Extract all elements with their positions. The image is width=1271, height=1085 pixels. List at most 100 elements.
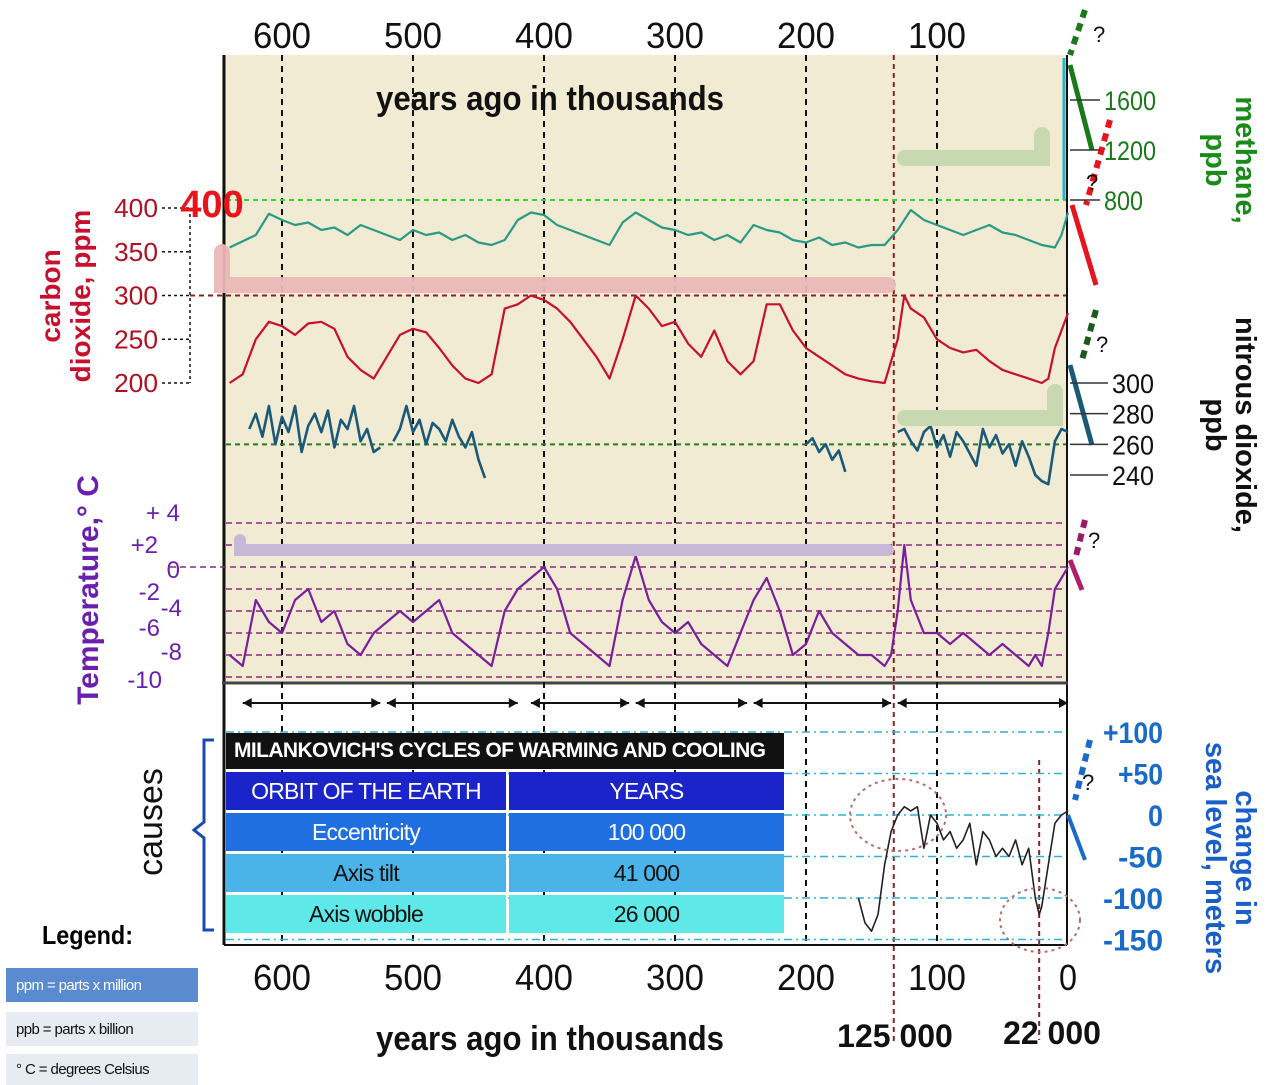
temperature-tick-label: -6 — [139, 615, 160, 642]
sea-level-series-line — [857, 805, 1069, 933]
cycle-arrowhead-end-4 — [882, 698, 892, 708]
nitrous-series-line-3 — [897, 424, 1069, 486]
methane-axis-label-line2: ppb — [1199, 133, 1231, 186]
methane-recent-rise — [1067, 64, 1095, 151]
top-x-tick-label: 200 — [777, 15, 835, 56]
bottom-x-tick-label: 400 — [515, 957, 573, 998]
top-x-tick-label: 300 — [646, 15, 704, 56]
sea-level-tick-label: 0 — [1148, 800, 1163, 833]
co2-tick-label: 250 — [114, 324, 158, 354]
bottom-x-tick-labels: 600 500 400 300 200 100 0 — [253, 957, 1077, 998]
temperature-tick-label: +2 — [131, 532, 158, 559]
row-years-axis-tilt: 41 000 — [509, 854, 784, 892]
sea-level-tick-label: +100 — [1103, 717, 1163, 750]
temperature-range-arrow — [234, 534, 894, 556]
header-orbit: ORBIT OF THE EARTH — [226, 772, 506, 810]
co2-axis-label-line2: dioxide, ppm — [65, 210, 96, 383]
question-mark-4: ? — [1082, 770, 1094, 795]
sea-level-recent-rise — [1066, 814, 1087, 861]
temperature-axis-label: Temperature,° C — [72, 475, 105, 705]
marker-label-125000: 125 000 — [837, 1018, 953, 1054]
milankovitch-header-row: ORBIT OF THE EARTH YEARS — [226, 772, 784, 810]
co2-tick-label: 300 — [114, 281, 158, 311]
row-name-eccentricity: Eccentricity — [226, 813, 506, 851]
dotted-continuation-2 — [1079, 309, 1099, 361]
co2-range-arrow — [214, 244, 896, 293]
causes-bracket — [191, 738, 214, 932]
temperature-tick-label: -4 — [161, 595, 182, 622]
methane-range-arrow — [897, 127, 1050, 166]
temperature-series-line — [228, 543, 1069, 668]
temperature-tick-label: -10 — [127, 667, 162, 694]
bottom-x-tick-label: 200 — [777, 957, 835, 998]
table-row: Axis wobble 26 000 — [226, 895, 784, 933]
top-x-tick-label: 500 — [384, 15, 442, 56]
co2-series-line — [228, 294, 1070, 385]
sea-level-tick-label: +50 — [1118, 759, 1163, 792]
sea-level-tick-label: -100 — [1103, 883, 1163, 916]
dotted-continuation-0 — [1067, 9, 1088, 56]
co2-400-annotation: 400 — [180, 184, 243, 226]
co2-tick-label: 200 — [114, 368, 158, 398]
cycle-arrowhead-end-1 — [508, 698, 518, 708]
sea-level-tick-label: -50 — [1118, 842, 1163, 875]
methane-tick-label: 1600 — [1104, 86, 1156, 116]
sea-level-tick-label: -150 — [1103, 925, 1163, 958]
nitrous-axis-label-line1: nitrous dioxide, — [1229, 317, 1261, 533]
nitrous-recent-rise — [1067, 364, 1095, 446]
temperature-tick-label: 0 — [167, 557, 180, 584]
nitrous-tick-label: 240 — [1112, 461, 1154, 491]
marker-label-22000: 22 000 — [1003, 1015, 1101, 1051]
milankovitch-title: MILANKOVICH'S CYCLES OF WARMING AND COOL… — [226, 733, 784, 769]
table-row: Eccentricity 100 000 — [226, 813, 784, 851]
nitrous-series-line-2 — [805, 436, 847, 473]
arrows-layer: ????? — [214, 9, 1113, 953]
co2-tick-label: 400 — [114, 193, 158, 223]
temperature-recent-rise — [1067, 559, 1085, 591]
bottom-x-tick-label: 500 — [384, 957, 442, 998]
cycle-arrowhead-start-5 — [897, 698, 907, 708]
question-mark-1: ? — [1086, 170, 1098, 195]
nitrous-tick-label: 300 — [1112, 369, 1154, 399]
co2-tick-label: 350 — [114, 237, 158, 267]
table-row: Axis tilt 41 000 — [226, 854, 784, 892]
legend-title: Legend: — [42, 920, 133, 950]
causes-label: causes — [132, 768, 170, 876]
dotted-continuation-1 — [1083, 119, 1113, 206]
nitrous-tick-label: 260 — [1112, 430, 1154, 460]
cycle-arrowhead-end-0 — [371, 698, 381, 708]
ellipse-22000 — [999, 887, 1081, 953]
cycle-arrowhead-start-4 — [753, 698, 763, 708]
nitrous-series-line-1 — [392, 404, 487, 479]
methane-tick-label: 1200 — [1104, 136, 1156, 166]
milankovitch-table: MILANKOVICH'S CYCLES OF WARMING AND COOL… — [226, 733, 784, 936]
top-x-tick-labels: 600 500 400 300 200 100 — [253, 15, 966, 56]
cycle-arrowhead-start-0 — [242, 698, 252, 708]
row-name-axis-wobble: Axis wobble — [226, 895, 506, 933]
x-axis-label-bottom: years ago in thousands — [376, 1020, 724, 1058]
cycle-arrowhead-end-2 — [620, 698, 630, 708]
temperature-tick-label: -8 — [161, 639, 182, 666]
x-axis-label-top: years ago in thousands — [376, 80, 724, 118]
temperature-tick-label: + 4 — [146, 500, 180, 527]
top-x-tick-label: 600 — [253, 15, 311, 56]
bottom-x-tick-label: 0 — [1059, 957, 1077, 998]
cycle-arrowhead-end-3 — [738, 698, 748, 708]
nitrous-series-line-0 — [248, 404, 382, 454]
dotted-continuation-4 — [1072, 739, 1093, 801]
axis-tick-labels: 40035030025020016001200800300280260240+ … — [114, 86, 1163, 958]
bottom-x-tick-label: 600 — [253, 957, 311, 998]
ellipse-125000 — [849, 778, 947, 852]
series-layer — [228, 208, 1070, 933]
methane-series-line — [229, 208, 1070, 249]
question-mark-2: ? — [1096, 332, 1108, 357]
cycle-arrowhead-start-3 — [635, 698, 645, 708]
legend-item-ppm: ppm = parts x million — [6, 968, 198, 1002]
nitrous-axis-label-line2: ppb — [1199, 398, 1231, 451]
co2-recent-rise — [1069, 204, 1099, 286]
bottom-x-tick-label: 300 — [646, 957, 704, 998]
methane-axis-label-line1: methane, — [1229, 96, 1261, 223]
sea-level-axis-label-line1: change in — [1229, 790, 1261, 925]
top-x-tick-label: 400 — [515, 15, 573, 56]
